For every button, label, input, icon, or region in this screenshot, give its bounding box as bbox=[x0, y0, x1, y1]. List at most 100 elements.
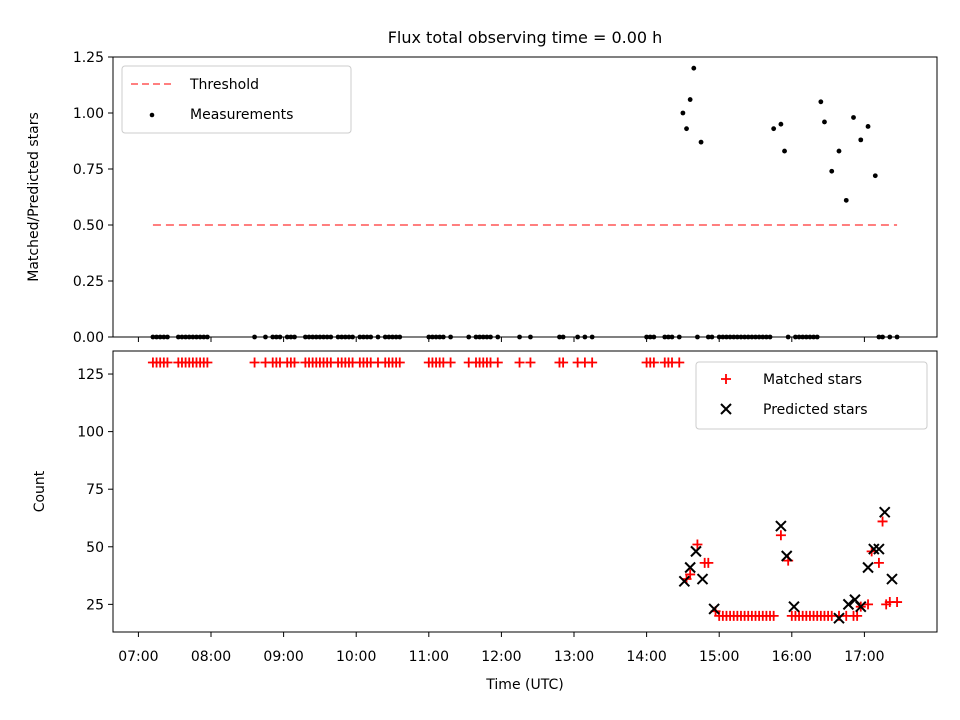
measurement-point bbox=[495, 334, 501, 340]
measurement-point bbox=[760, 334, 766, 340]
measurement-point bbox=[557, 334, 562, 340]
matched-star-point bbox=[768, 610, 779, 621]
legend-measurements-label: Measurements bbox=[190, 107, 293, 123]
measurement-point bbox=[335, 334, 341, 340]
measurement-point bbox=[716, 334, 722, 340]
predicted-star-point bbox=[708, 603, 720, 615]
matched-star-point bbox=[674, 357, 685, 368]
measurement-point bbox=[350, 334, 355, 340]
measurement-point bbox=[749, 334, 755, 340]
measurement-point bbox=[814, 334, 820, 340]
measurement-point bbox=[364, 334, 370, 340]
measurement-point bbox=[843, 197, 849, 203]
count-x-tick-label: 14:00 bbox=[626, 649, 666, 665]
predicted-star-point bbox=[788, 600, 800, 613]
measurement-point bbox=[880, 334, 885, 340]
measurement-point bbox=[782, 148, 787, 154]
predicted-star-point bbox=[862, 561, 874, 574]
measurement-point bbox=[390, 334, 395, 340]
measurement-point bbox=[767, 334, 773, 340]
matched-star-point bbox=[249, 357, 260, 368]
predicted-star-point bbox=[879, 506, 891, 518]
count-y-tick-label: 100 bbox=[77, 425, 104, 441]
legend-plus-mark bbox=[721, 374, 731, 384]
matched-star-point bbox=[703, 557, 714, 568]
ratio-y-axis-label: Matched/Predicted stars bbox=[26, 112, 42, 282]
measurement-point bbox=[665, 334, 671, 340]
matched-star-point bbox=[692, 539, 703, 550]
matched-star-point bbox=[892, 597, 903, 608]
measurement-point bbox=[440, 334, 446, 340]
measurement-point bbox=[851, 115, 856, 120]
measurement-point bbox=[727, 334, 733, 340]
measurement-point bbox=[302, 334, 308, 340]
measurement-point bbox=[807, 334, 813, 340]
count-y-tick-label: 125 bbox=[77, 367, 104, 383]
count-y-tick-label: 50 bbox=[86, 540, 104, 556]
measurement-point bbox=[339, 334, 345, 340]
measurement-point bbox=[382, 334, 388, 340]
count-x-tick-label: 13:00 bbox=[554, 649, 594, 665]
measurement-point bbox=[397, 334, 403, 340]
predicted-star-point bbox=[886, 573, 898, 585]
ratio-y-tick-label: 0.00 bbox=[73, 330, 104, 346]
measurement-point bbox=[201, 334, 207, 340]
measurement-point bbox=[433, 334, 439, 340]
measurement-point bbox=[676, 334, 682, 340]
matched-star-point bbox=[775, 530, 786, 541]
chart-title: Flux total observing time = 0.00 h bbox=[388, 28, 663, 47]
measurement-point bbox=[793, 334, 798, 340]
measurement-point bbox=[582, 334, 588, 340]
measurement-point bbox=[292, 334, 297, 340]
ratio-y-tick-label: 1.00 bbox=[73, 106, 104, 122]
predicted-star-point bbox=[781, 550, 793, 562]
measurement-point bbox=[894, 334, 900, 340]
legend-x-mark bbox=[720, 403, 732, 415]
predicted-star-point bbox=[873, 543, 885, 555]
predicted-star-point bbox=[842, 598, 855, 611]
measurement-point bbox=[669, 334, 675, 340]
measurement-point bbox=[437, 334, 443, 340]
ratio-y-tick-label: 0.75 bbox=[73, 162, 104, 178]
measurement-point bbox=[836, 148, 842, 154]
matched-star-point bbox=[492, 357, 503, 368]
measurement-point bbox=[742, 334, 748, 340]
matched-star-point bbox=[289, 357, 300, 368]
ratio-panel: 0.00 0.25 0.50 0.75 1.00 1.25 Matched/Predict… bbox=[26, 50, 938, 346]
measurement-point bbox=[270, 334, 276, 340]
measurement-point bbox=[426, 334, 432, 340]
measurement-point bbox=[430, 334, 435, 340]
ratio-y-tick-label: 0.50 bbox=[73, 218, 104, 234]
measurement-point bbox=[887, 334, 893, 340]
measurement-point bbox=[484, 334, 490, 340]
measurement-point bbox=[361, 334, 366, 340]
count-y-tick-label: 25 bbox=[86, 597, 104, 613]
measurement-point bbox=[763, 334, 769, 340]
measurement-point bbox=[488, 334, 493, 340]
measurement-point bbox=[204, 334, 210, 340]
ratio-x-ticks bbox=[137, 337, 865, 342]
measurement-point bbox=[734, 334, 740, 340]
legend-measurements-swatch bbox=[149, 112, 155, 118]
measurement-point bbox=[154, 334, 159, 340]
matched-star-point bbox=[394, 357, 405, 368]
matched-star-point bbox=[648, 357, 659, 368]
count-x-tick-label: 12:00 bbox=[481, 649, 521, 665]
measurement-point bbox=[745, 334, 751, 340]
predicted-star-point bbox=[855, 600, 867, 613]
ratio-legend: Threshold Measurements bbox=[121, 65, 352, 134]
measurement-point bbox=[575, 334, 581, 340]
predicted-star-point bbox=[684, 561, 696, 574]
count-x-tick-label: 08:00 bbox=[191, 649, 231, 665]
measurement-point bbox=[872, 173, 878, 179]
count-x-tick-label: 15:00 bbox=[699, 649, 739, 665]
count-plot-frame bbox=[112, 350, 938, 633]
measurement-point bbox=[310, 334, 316, 340]
ratio-plot-frame bbox=[112, 56, 938, 338]
count-x-ticks: 07:00 08:00 09:00 10:00 11:00 12:00 13:00 14:00… bbox=[118, 632, 885, 665]
measurement-point bbox=[186, 334, 192, 340]
predicted-star-point bbox=[696, 573, 709, 585]
measurement-point bbox=[731, 334, 737, 340]
measurement-point bbox=[785, 334, 791, 340]
measurement-point bbox=[651, 334, 657, 340]
